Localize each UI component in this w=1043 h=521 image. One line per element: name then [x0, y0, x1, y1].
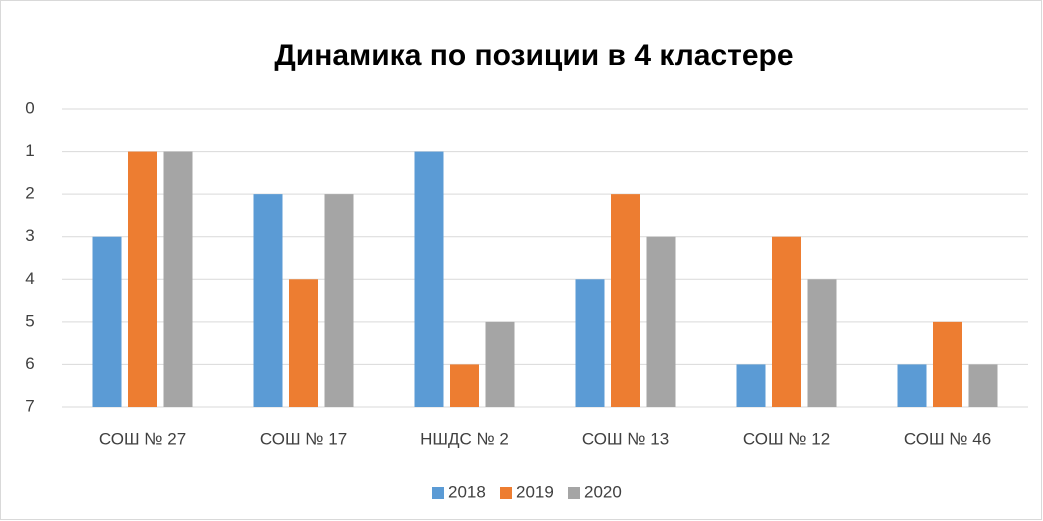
- bar: [611, 194, 640, 407]
- legend-label: 2020: [584, 482, 622, 501]
- bar: [253, 194, 283, 407]
- legend-swatch: [432, 487, 444, 499]
- bar: [772, 236, 801, 407]
- bar: [897, 364, 927, 407]
- y-tick-label: 2: [25, 184, 34, 203]
- x-tick-label: СОШ № 46: [904, 429, 991, 448]
- bar: [575, 279, 605, 407]
- bar: [968, 364, 998, 407]
- y-tick-label: 0: [25, 98, 34, 117]
- y-tick-label: 7: [25, 396, 34, 415]
- x-tick-label: НШДС № 2: [420, 429, 509, 448]
- bar: [163, 151, 193, 407]
- y-tick-label: 3: [25, 226, 34, 245]
- bar: [92, 236, 122, 407]
- bar: [485, 321, 515, 407]
- bar: [807, 279, 837, 407]
- bar: [736, 364, 766, 407]
- bar: [128, 151, 157, 407]
- legend-swatch: [568, 487, 580, 499]
- bar: [289, 279, 318, 407]
- y-tick-label: 4: [25, 269, 34, 288]
- legend-swatch: [500, 487, 512, 499]
- x-tick-label: СОШ № 27: [99, 429, 186, 448]
- bar: [414, 151, 444, 407]
- bar: [933, 321, 962, 407]
- chart-title: Динамика по позиции в 4 кластере: [274, 39, 793, 72]
- legend-label: 2019: [516, 482, 554, 501]
- bar: [450, 364, 479, 407]
- y-tick-label: 1: [25, 141, 34, 160]
- x-tick-label: СОШ № 13: [582, 429, 669, 448]
- y-tick-label: 5: [25, 311, 34, 330]
- x-tick-label: СОШ № 17: [260, 429, 347, 448]
- y-tick-label: 6: [25, 354, 34, 373]
- bar: [646, 236, 676, 407]
- x-tick-label: СОШ № 12: [743, 429, 830, 448]
- legend-label: 2018: [448, 482, 486, 501]
- bar: [324, 194, 354, 407]
